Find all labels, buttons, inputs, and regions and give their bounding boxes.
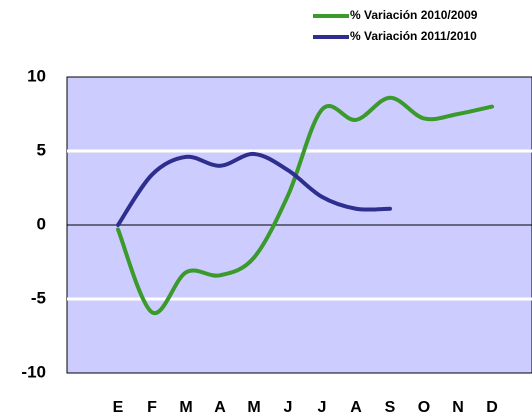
x-tick-label: F bbox=[147, 399, 157, 416]
x-tick-label: N bbox=[452, 399, 464, 416]
legend-label: % Variación 2010/2009 bbox=[350, 8, 478, 22]
y-tick-label: -10 bbox=[21, 362, 46, 381]
x-tick-label: O bbox=[418, 399, 430, 416]
legend-label: % Variación 2011/2010 bbox=[350, 29, 477, 43]
x-tick-label: A bbox=[214, 399, 226, 416]
y-tick-label: -5 bbox=[31, 288, 46, 307]
x-tick-label: E bbox=[113, 399, 124, 416]
x-tick-label: M bbox=[179, 399, 192, 416]
x-tick-label: S bbox=[385, 399, 396, 416]
x-tick-label: J bbox=[284, 399, 293, 416]
series-line bbox=[116, 151, 392, 227]
y-tick-label: 10 bbox=[27, 66, 46, 85]
x-tick-label: A bbox=[350, 399, 362, 416]
series-line bbox=[116, 95, 494, 316]
x-tick-label: M bbox=[247, 399, 260, 416]
y-tick-label: 5 bbox=[37, 140, 46, 159]
y-tick-label: 0 bbox=[37, 214, 46, 233]
x-tick-label: D bbox=[486, 399, 498, 416]
x-tick-label: J bbox=[318, 399, 327, 416]
